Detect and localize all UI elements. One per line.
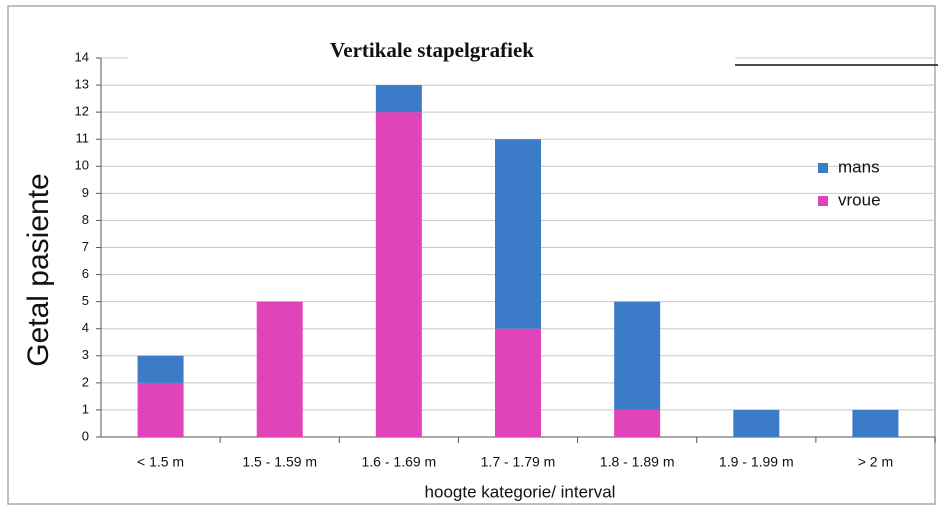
x-tick-label: < 1.5 m — [137, 454, 184, 470]
x-axis-label: hoogte kategorie/ interval — [425, 482, 616, 501]
bar-segment — [495, 328, 541, 437]
bar-segment — [614, 301, 661, 410]
y-tick-label: 2 — [82, 374, 89, 389]
bar-segment — [614, 409, 661, 437]
y-tick-label: 10 — [75, 158, 89, 173]
legend-swatch — [818, 163, 828, 173]
x-tick-label: 1.7 - 1.79 m — [481, 454, 556, 470]
bar-segment — [375, 112, 422, 438]
y-tick-label: 4 — [82, 320, 89, 335]
x-tick-label: 1.8 - 1.89 m — [600, 454, 675, 470]
y-tick-label: 3 — [82, 347, 89, 362]
y-tick-label: 1 — [82, 401, 89, 416]
x-tick-label: 1.9 - 1.99 m — [719, 454, 794, 470]
bar-segment — [375, 85, 422, 113]
y-tick-label: 8 — [82, 212, 89, 227]
y-axis-label: Getal pasiente — [22, 173, 55, 366]
x-tick-label: 1.6 - 1.69 m — [362, 454, 437, 470]
x-tick-label: > 2 m — [858, 454, 893, 470]
x-tick-label: 1.5 - 1.59 m — [242, 454, 317, 470]
y-tick-label: 13 — [75, 77, 89, 92]
legend-swatch — [818, 196, 828, 206]
y-tick-label: 14 — [75, 49, 89, 64]
y-tick-label: 12 — [75, 104, 89, 119]
y-tick-label: 0 — [82, 428, 89, 443]
y-tick-label: 7 — [82, 239, 89, 254]
y-tick-label: 11 — [76, 131, 90, 146]
title-box — [128, 28, 735, 66]
bar-segment — [256, 301, 303, 437]
bar-segment — [495, 139, 541, 329]
bar-segment — [137, 382, 184, 437]
bar-segment — [733, 409, 780, 437]
y-tick-label: 5 — [82, 293, 89, 308]
legend-label: vroue — [838, 190, 881, 209]
y-tick-label: 6 — [82, 266, 89, 281]
legend-label: mans — [838, 157, 880, 176]
y-tick-label: 9 — [82, 185, 89, 200]
bar-segment — [852, 409, 899, 437]
bar-segment — [137, 355, 184, 383]
chart-title: Vertikale stapelgrafiek — [330, 38, 534, 62]
